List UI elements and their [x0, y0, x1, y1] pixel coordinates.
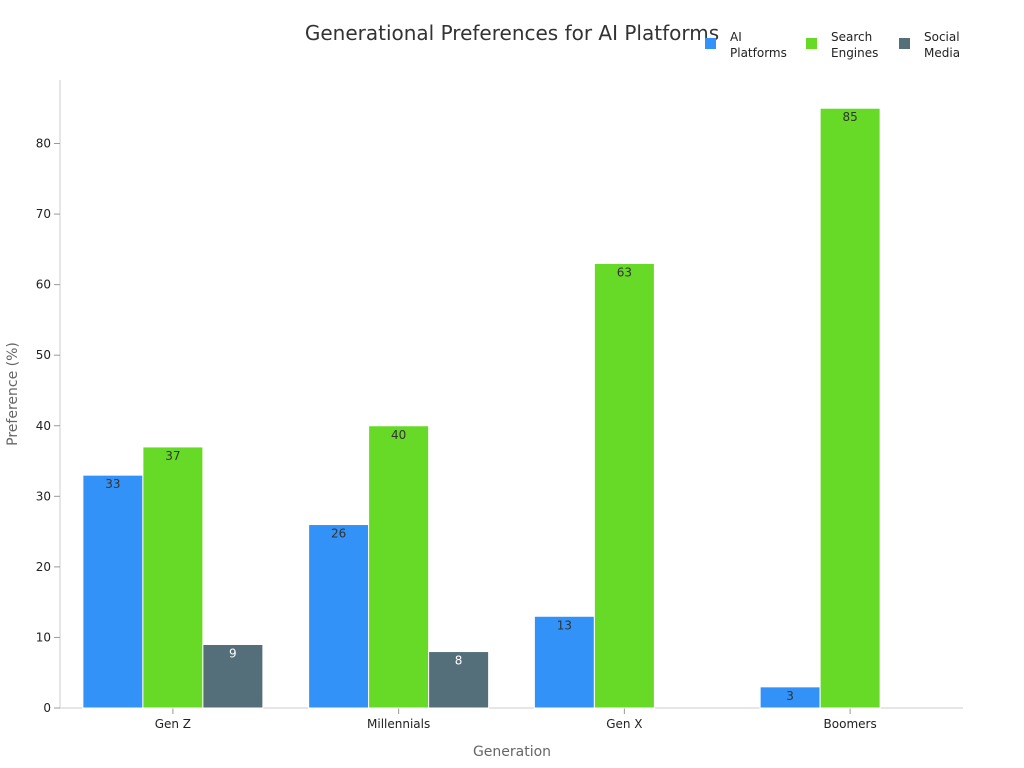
legend-label: Media — [924, 46, 960, 60]
legend-swatch — [705, 38, 716, 49]
bar-ai-platforms[interactable] — [82, 474, 144, 709]
legend-item-search-engines[interactable]: Search Engines — [806, 30, 878, 60]
axes: 0 10 20 30 40 50 60 70 80 Gen Z Millennials Gen X Bo… — [36, 80, 963, 731]
bar-search-engines[interactable] — [819, 107, 881, 709]
y-tick-label: 70 — [36, 207, 51, 221]
bar-value-label: 40 — [391, 428, 406, 442]
x-tick-label: Millennials — [367, 717, 430, 731]
legend-label: Engines — [831, 46, 878, 60]
bar-value-label: 9 — [229, 646, 237, 660]
bar-value-label: 63 — [617, 265, 632, 279]
x-tick-label: Gen Z — [155, 717, 191, 731]
bar-value-label: 37 — [165, 449, 180, 463]
bar-ai-platforms[interactable] — [308, 524, 370, 709]
bar-social-media[interactable] — [428, 651, 490, 709]
legend-swatch — [806, 38, 817, 49]
bar-search-engines[interactable] — [368, 425, 430, 709]
y-tick-label: 10 — [36, 630, 51, 644]
y-tick-label: 60 — [36, 278, 51, 292]
legend-label: Social — [924, 30, 960, 44]
bar-search-engines[interactable] — [142, 446, 204, 709]
bar-value-label: 13 — [557, 618, 572, 632]
bar-value-label: 26 — [331, 527, 346, 541]
x-tick-label: Gen X — [606, 717, 642, 731]
bar-value-label: 33 — [105, 477, 120, 491]
bars: 33 37 9 26 40 8 13 63 3 85 — [82, 107, 881, 709]
legend-item-ai-platforms[interactable]: AI Platforms — [705, 30, 787, 60]
bar-search-engines[interactable] — [593, 262, 655, 709]
chart-title: Generational Preferences for AI Platform… — [305, 21, 719, 45]
y-tick-label: 30 — [36, 489, 51, 503]
y-tick-label: 50 — [36, 348, 51, 362]
legend-label: Platforms — [730, 46, 787, 60]
x-tick-label: Boomers — [824, 717, 877, 731]
bar-value-label: 85 — [842, 110, 857, 124]
bar-value-label: 8 — [455, 654, 463, 668]
y-tick-label: 0 — [43, 701, 51, 715]
legend[interactable]: AI Platforms Search Engines Social Media — [705, 30, 960, 60]
legend-item-social-media[interactable]: Social Media — [899, 30, 960, 60]
y-tick-label: 40 — [36, 419, 51, 433]
legend-label: AI — [730, 30, 742, 44]
x-axis-title: Generation — [473, 744, 551, 760]
bar-ai-platforms[interactable] — [533, 615, 595, 709]
y-tick-label: 80 — [36, 137, 51, 151]
legend-label: Search — [831, 30, 872, 44]
bar-value-label: 3 — [786, 689, 794, 703]
y-tick-label: 20 — [36, 560, 51, 574]
y-axis-title: Preference (%) — [5, 342, 21, 446]
bar-social-media[interactable] — [202, 643, 264, 709]
legend-swatch — [899, 38, 910, 49]
